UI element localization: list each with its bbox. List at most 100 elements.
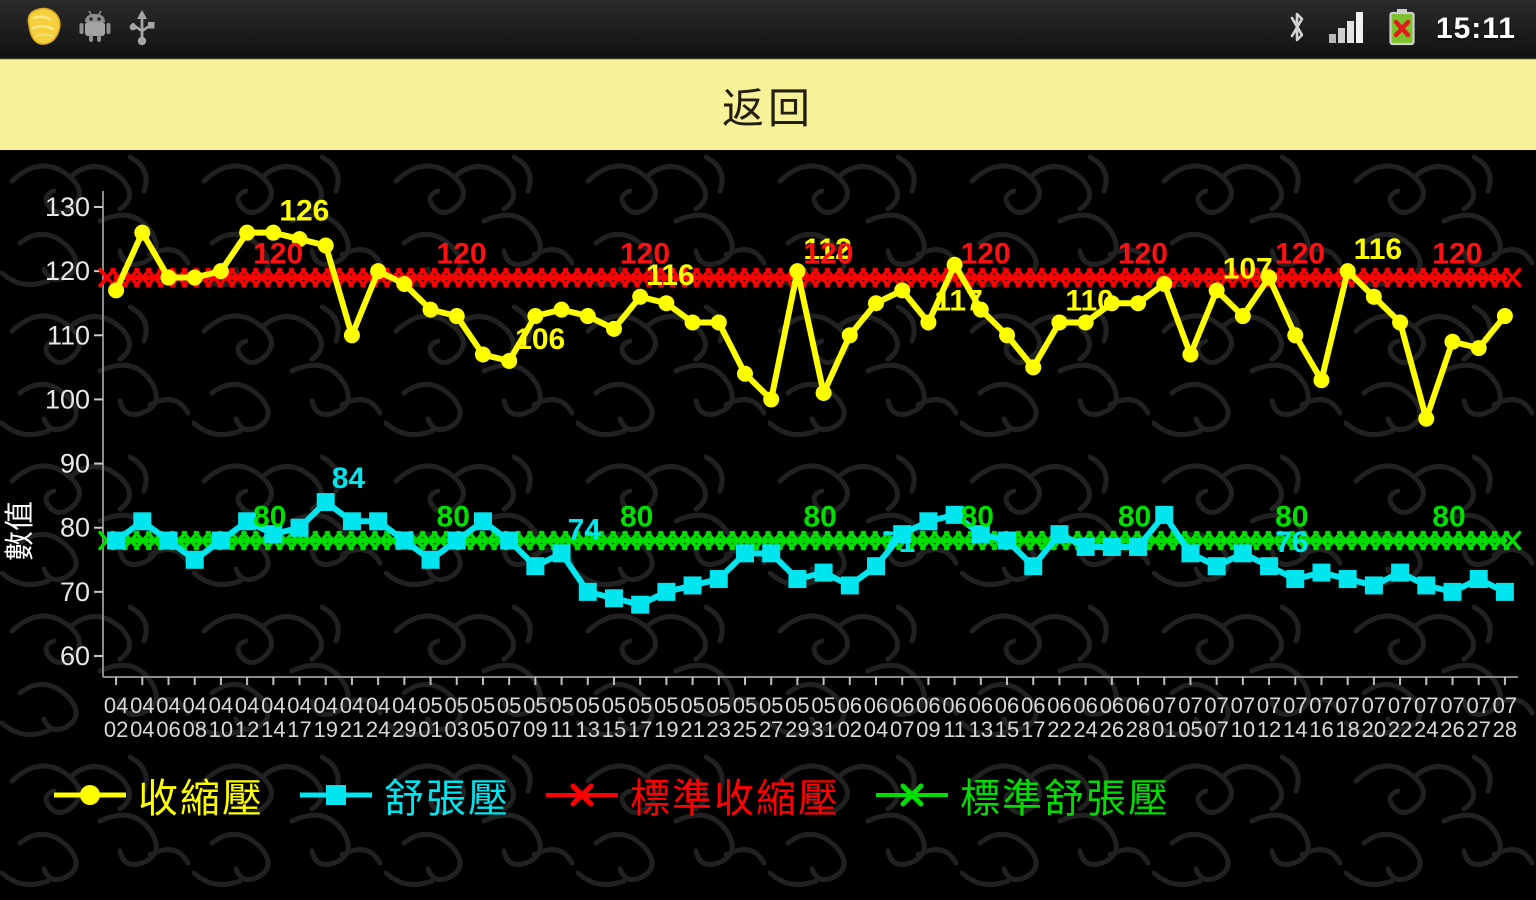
data-label: 80	[1275, 501, 1308, 534]
x-tick-label-day: 18	[1335, 717, 1359, 742]
status-bar-clock: 15:11	[1435, 12, 1516, 45]
data-label: 80	[1118, 501, 1151, 534]
back-button-label: 返回	[721, 83, 814, 133]
x-tick-label-day: 29	[392, 717, 416, 742]
x-tick-label-month: 04	[209, 693, 233, 718]
data-point	[1496, 308, 1513, 325]
data-point	[133, 512, 152, 531]
data-point	[1364, 576, 1383, 595]
data-point	[500, 531, 519, 550]
data-point	[212, 263, 229, 280]
data-point	[1051, 314, 1068, 331]
data-point	[579, 308, 596, 325]
x-tick-label-day: 09	[523, 717, 547, 742]
x-tick-label-month: 07	[1257, 693, 1281, 718]
data-point	[239, 224, 256, 241]
signal-bars-icon	[1328, 10, 1368, 49]
x-tick-label-day: 26	[1100, 717, 1124, 742]
data-point	[1338, 570, 1357, 589]
x-tick-label-day: 13	[576, 717, 600, 742]
data-point	[972, 301, 989, 318]
data-label: 80	[1432, 501, 1465, 534]
legend-marker-cross-green-icon	[876, 783, 948, 807]
x-tick-label-day: 25	[733, 717, 757, 742]
legend-item-systolic[interactable]: 收縮壓	[52, 766, 264, 824]
data-label: 120	[620, 238, 670, 271]
data-point	[369, 512, 388, 531]
x-tick-label-day: 03	[445, 717, 469, 742]
x-tick-label-day: 28	[1493, 717, 1517, 742]
x-tick-label-month: 05	[445, 693, 469, 718]
data-label: 120	[253, 238, 303, 271]
data-point	[396, 275, 413, 292]
data-point	[1339, 263, 1356, 280]
x-tick-label-day: 19	[654, 717, 678, 742]
data-point	[763, 391, 780, 408]
data-point	[945, 505, 964, 524]
data-point	[265, 224, 282, 241]
data-point	[604, 589, 623, 608]
x-tick-label-day: 16	[1309, 717, 1333, 742]
x-tick-label-month: 04	[156, 693, 180, 718]
legend-item-diastolic[interactable]: 舒張壓	[298, 766, 510, 824]
data-point	[1130, 295, 1147, 312]
x-tick-label-day: 17	[287, 717, 311, 742]
data-point	[1103, 295, 1120, 312]
data-point	[736, 365, 753, 382]
x-tick-label-month: 06	[864, 693, 888, 718]
x-tick-label-month: 05	[628, 693, 652, 718]
x-tick-label-month: 05	[549, 693, 573, 718]
data-point	[1050, 525, 1069, 544]
data-point	[1024, 557, 1043, 576]
bluetooth-icon	[1286, 9, 1308, 50]
x-tick-label-month: 05	[602, 693, 626, 718]
data-point	[422, 301, 439, 318]
x-tick-label-day: 24	[366, 717, 390, 742]
data-point	[1208, 282, 1225, 299]
data-point	[1365, 288, 1382, 305]
x-tick-label-month: 04	[130, 693, 154, 718]
data-point	[501, 352, 518, 369]
x-tick-label-day: 04	[864, 717, 888, 742]
data-point	[814, 563, 833, 582]
back-button[interactable]: 返回	[0, 59, 1536, 152]
x-tick-label-day: 27	[1466, 717, 1490, 742]
x-tick-label-month: 04	[313, 693, 337, 718]
x-tick-label-month: 07	[1152, 693, 1176, 718]
x-tick-label-month: 04	[392, 693, 416, 718]
data-point	[264, 525, 283, 544]
data-point	[1077, 314, 1094, 331]
x-tick-label-month: 06	[1100, 693, 1124, 718]
x-tick-label-month: 06	[890, 693, 914, 718]
x-tick-label-day: 05	[1178, 717, 1202, 742]
x-tick-label-day: 31	[811, 717, 835, 742]
data-point	[1181, 544, 1200, 563]
x-tick-label-month: 04	[287, 693, 311, 718]
data-point	[867, 557, 886, 576]
data-point	[1470, 340, 1487, 357]
series-systolic	[108, 224, 1513, 427]
x-tick-label-month: 04	[366, 693, 390, 718]
data-point	[1312, 563, 1331, 582]
legend-item-ref-diastolic[interactable]: 標準舒張壓	[874, 766, 1170, 824]
x-tick-label-month: 05	[759, 693, 783, 718]
data-point	[1234, 308, 1251, 325]
data-label: 80	[437, 501, 470, 534]
data-point	[211, 531, 230, 550]
data-point	[1495, 582, 1514, 601]
data-point	[998, 531, 1017, 550]
data-point	[1443, 582, 1462, 601]
data-point	[553, 301, 570, 318]
y-tick-label: 100	[45, 384, 90, 414]
data-point	[815, 385, 832, 402]
x-tick-label-day: 07	[890, 717, 914, 742]
x-tick-label-day: 17	[1021, 717, 1045, 742]
x-tick-label-day: 09	[916, 717, 940, 742]
y-tick-label: 110	[47, 320, 90, 350]
legend-marker-cross-red-icon	[546, 783, 618, 807]
data-point	[159, 531, 178, 550]
series-diastolic	[107, 493, 1514, 614]
legend-item-ref-systolic[interactable]: 標準收縮壓	[544, 766, 840, 824]
